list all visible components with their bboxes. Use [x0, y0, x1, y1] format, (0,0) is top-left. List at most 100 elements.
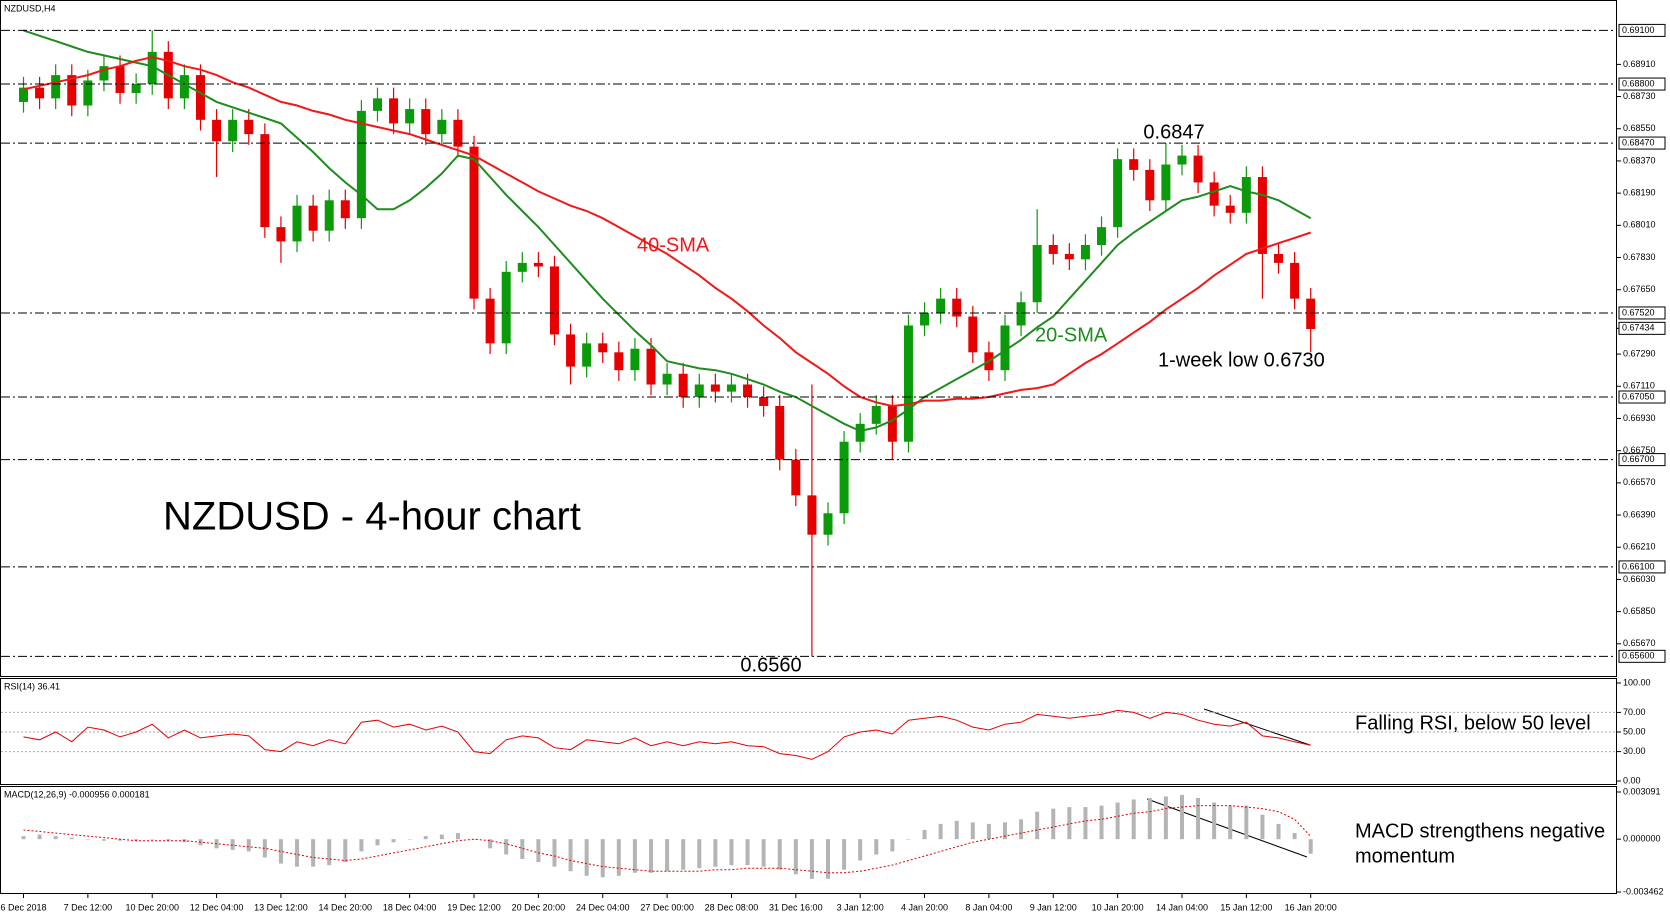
macd-bar [455, 833, 460, 840]
candle-body [244, 119, 254, 135]
candle-body [1225, 205, 1235, 213]
x-tick-label: 13 Dec 12:00 [254, 902, 308, 912]
macd-bar [584, 839, 589, 876]
level-label: 0.66700 [1622, 454, 1655, 464]
macd-bar [423, 836, 428, 840]
candle-body [1257, 177, 1267, 254]
macd-bar [69, 837, 74, 840]
y-tick-label: 0.68550 [1623, 123, 1656, 133]
macd-bar [665, 839, 670, 872]
candle-body [549, 266, 559, 335]
candle-body [743, 384, 753, 398]
candle-body [903, 325, 913, 442]
y-tick-label: 0.66030 [1623, 574, 1656, 584]
macd-bar [520, 839, 525, 860]
candle-body [1113, 159, 1123, 228]
annotation: MACD strengthens negative [1355, 820, 1605, 842]
candle-body [1016, 302, 1026, 326]
level-label-box [1618, 649, 1666, 663]
candle-body [179, 75, 189, 99]
candle-body [1193, 155, 1203, 183]
macd-bar [536, 839, 541, 863]
sma-label: 40-SMA [637, 234, 710, 256]
macd-bar [407, 839, 412, 840]
candle-body [276, 227, 286, 242]
x-tick-label: 15 Jan 12:00 [1220, 902, 1272, 912]
macd-bar [552, 839, 557, 867]
macd-bar [842, 839, 847, 870]
macd-bar [1179, 794, 1184, 840]
macd-bar [745, 839, 750, 866]
x-tick-label: 6 Dec 2018 [0, 902, 46, 912]
macd-bar [874, 839, 879, 855]
macd-bar [21, 836, 26, 840]
macd-bar [1067, 807, 1072, 840]
annotation: 0.6847 [1143, 121, 1204, 143]
candle-body [1000, 325, 1010, 371]
macd-bar [311, 839, 316, 867]
macd-bar [150, 839, 155, 840]
macd-bar [327, 839, 332, 866]
candle-body [759, 397, 769, 406]
macd-bar [85, 839, 90, 840]
candle-body [1209, 182, 1219, 206]
macd-bar [1147, 797, 1152, 840]
macd-bar [1308, 839, 1313, 854]
y-tick-label: 0.66750 [1623, 445, 1656, 455]
annotation: Falling RSI, below 50 level [1355, 712, 1591, 734]
macd-bar [890, 839, 895, 852]
x-tick-label: 3 Jan 12:00 [837, 902, 884, 912]
candle-body [678, 373, 688, 398]
x-tick-label: 24 Dec 04:00 [576, 902, 630, 912]
y-tick-label: 30.00 [1623, 746, 1646, 756]
candle-body [147, 51, 157, 85]
y-tick-label: 0.68730 [1623, 91, 1656, 101]
x-tick-label: 18 Dec 04:00 [383, 902, 437, 912]
macd-bar [777, 839, 782, 870]
candle-body [1064, 253, 1074, 260]
x-tick-label: 9 Jan 12:00 [1030, 902, 1077, 912]
candle-body [405, 109, 415, 124]
macd-bar [713, 839, 718, 867]
rsi-line [23, 709, 1311, 760]
macd-bar [906, 839, 911, 840]
candle-body [807, 495, 817, 535]
candle-body [324, 200, 334, 231]
macd-bar [1228, 805, 1233, 840]
macd-title: MACD(12,26,9) -0.000956 0.000181 [4, 789, 150, 799]
macd-bar [230, 839, 235, 850]
candle-body [469, 146, 479, 299]
candle-body [83, 80, 93, 106]
candle-body [791, 459, 801, 496]
candle-body [1097, 227, 1107, 246]
candle-body [517, 262, 527, 272]
macd-bar [1196, 797, 1201, 840]
macd-bar [246, 839, 251, 852]
candle-body [131, 84, 141, 93]
candle-body [292, 205, 302, 242]
macd-bar [343, 839, 348, 863]
y-tick-label: 0.66390 [1623, 509, 1656, 519]
macd-bar [649, 839, 654, 873]
candle-body [533, 262, 543, 267]
candle-body [501, 271, 511, 344]
macd-bar [616, 839, 621, 876]
candle-body [51, 75, 61, 99]
y-tick-label: 0.68190 [1623, 188, 1656, 198]
macd-bar [1019, 819, 1024, 840]
candle-body [485, 298, 495, 344]
candle-body [99, 66, 109, 81]
macd-bar [1131, 799, 1136, 840]
candle-body [936, 298, 946, 313]
macd-bar [986, 823, 991, 840]
level-label: 0.67520 [1622, 307, 1655, 317]
candle-body [67, 75, 77, 106]
candle-body [646, 348, 656, 385]
candle-body [1274, 253, 1284, 263]
price-panel [0, 0, 1617, 677]
x-tick-label: 20 Dec 20:00 [512, 902, 566, 912]
candle-body [437, 119, 447, 135]
candle-body [839, 441, 849, 514]
x-tick-label: 10 Dec 20:00 [125, 902, 179, 912]
